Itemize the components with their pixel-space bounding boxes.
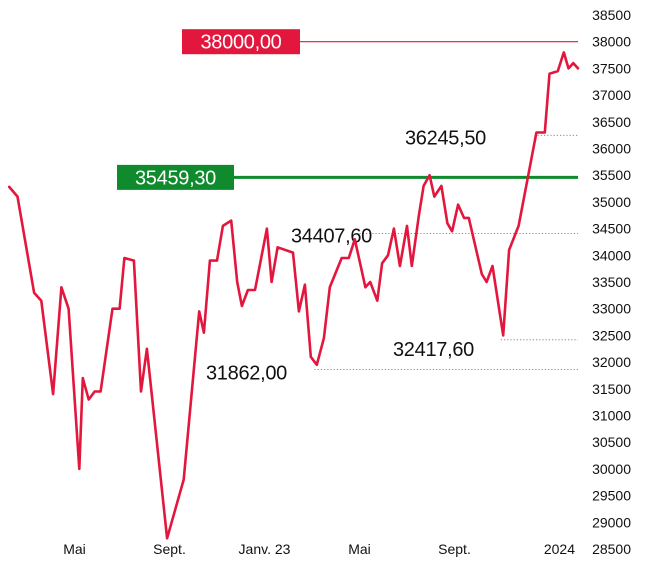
y-tick-label: 33500 — [592, 274, 631, 290]
y-tick-label: 38000 — [592, 34, 631, 50]
series-layer — [7, 51, 580, 540]
y-tick-label: 34000 — [592, 247, 631, 263]
y-tick-label: 30500 — [592, 434, 631, 450]
x-tick-label: Sept. — [153, 541, 186, 557]
reference-badge — [117, 164, 234, 190]
x-tick-label: Janv. 23 — [239, 541, 291, 557]
annotation-label: 36245,50 — [405, 127, 486, 149]
annotation-label: 34407,60 — [291, 226, 372, 248]
x-axis: Mai Sept. Janv. 23 Mai Sept. 2024 — [63, 541, 575, 557]
y-tick-label: 32500 — [592, 327, 631, 343]
y-tick-label: 31000 — [592, 408, 631, 424]
y-tick-label: 31500 — [592, 381, 631, 397]
x-tick-label: Mai — [348, 541, 371, 557]
reference-badge-label: 38000,00 — [200, 32, 281, 54]
annotation-label: 32417,60 — [393, 339, 474, 361]
y-tick-label: 34500 — [592, 221, 631, 237]
y-tick-label: 35000 — [592, 194, 631, 210]
y-tick-label: 35500 — [592, 167, 631, 183]
y-tick-label: 36000 — [592, 141, 631, 157]
y-tick-label: 37000 — [592, 87, 631, 103]
x-tick-label: Sept. — [438, 541, 471, 557]
y-axis: 28500 29000 29500 30000 30500 31000 31500 32000… — [592, 7, 631, 557]
x-tick-label: 2024 — [544, 541, 575, 557]
x-tick-label: Mai — [63, 541, 86, 557]
y-tick-label: 36500 — [592, 114, 631, 130]
series-line — [7, 51, 580, 540]
y-tick-label: 29500 — [592, 488, 631, 504]
reference-badge — [182, 29, 300, 55]
y-tick-label: 37500 — [592, 60, 631, 76]
value-annotations: 36245,50 34407,60 32417,60 31862,00 — [206, 127, 578, 384]
reference-badge-label: 35459,30 — [135, 167, 216, 189]
y-tick-label: 32000 — [592, 354, 631, 370]
y-tick-label: 30000 — [592, 461, 631, 477]
y-tick-label: 38500 — [592, 7, 631, 23]
y-tick-label: 28500 — [592, 541, 631, 557]
annotation-label: 31862,00 — [206, 362, 287, 384]
y-tick-label: 33000 — [592, 301, 631, 317]
reference-lines: 38000,00 35459,30 — [117, 29, 578, 190]
y-tick-label: 29000 — [592, 514, 631, 530]
